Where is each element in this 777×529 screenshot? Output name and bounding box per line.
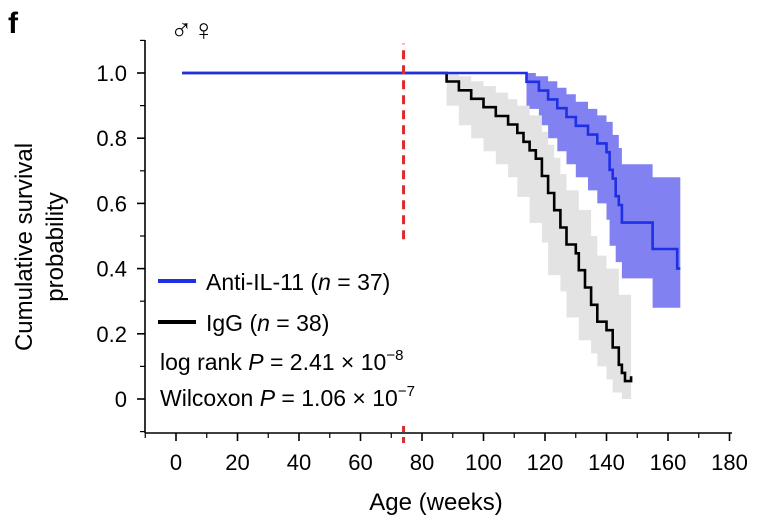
y-tick-label: 0.4 [96,257,127,282]
x-tick-label: 40 [287,450,311,475]
x-tick-label: 20 [225,450,249,475]
x-tick-label: 120 [527,450,564,475]
y-tick-label: 0 [115,387,127,412]
y-tick-label: 0.8 [96,126,127,151]
sex-symbols: ♂♀ [170,14,215,47]
x-tick-label: 180 [711,450,748,475]
y-axis-label-line2: probability [42,192,69,301]
confidence-bands [446,73,681,399]
x-tick-label: 160 [650,450,687,475]
x-tick-label: 80 [410,450,434,475]
x-tick-label: 0 [170,450,182,475]
y-tick-label: 0.6 [96,191,127,216]
y-axis-label-line1: Cumulative survival [11,143,38,351]
anti-il11-survival-line [182,71,681,270]
x-tick-label: 100 [465,450,502,475]
legend: Anti-IL-11 (n = 37) IgG (n = 38) [158,269,390,336]
survival-curves [182,71,681,383]
wilcoxon-stat: Wilcoxon P = 1.06 × 10−7 [160,383,415,411]
x-tick-label: 60 [348,450,372,475]
y-ticks: 0 0.2 0.4 0.6 0.8 1.0 [96,39,145,433]
anti-il11-confidence-band [526,73,681,341]
statistics: log rank P = 2.41 × 10−8 Wilcoxon P = 1.… [160,347,415,411]
x-ticks: 0 20 40 60 80 100 120 140 160 180 [144,433,748,475]
x-axis-label: Age (weeks) [369,489,502,516]
igg-survival-line [182,71,633,383]
y-tick-label: 0.2 [96,322,127,347]
log-rank-stat: log rank P = 2.41 × 10−8 [160,347,403,375]
panel-label: f [8,7,19,40]
legend-label-igg: IgG (n = 38) [206,310,329,336]
x-tick-label: 140 [588,450,625,475]
igg-confidence-band [446,73,632,399]
legend-label-anti-il11: Anti-IL-11 (n = 37) [206,269,390,295]
y-tick-label: 1.0 [96,61,127,86]
